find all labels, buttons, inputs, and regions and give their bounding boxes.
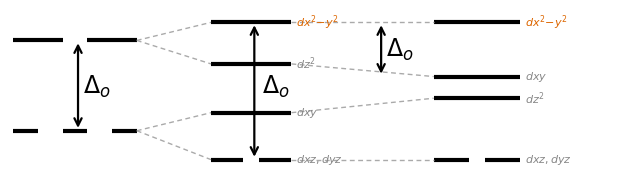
Text: $dxy$: $dxy$ (525, 70, 547, 84)
Text: $dx^2\!-\!y^2$: $dx^2\!-\!y^2$ (296, 13, 339, 32)
Text: $dxz, dyz$: $dxz, dyz$ (296, 153, 343, 167)
Text: $dx^2\!-\!y^2$: $dx^2\!-\!y^2$ (525, 13, 568, 32)
Text: $\Delta_o$: $\Delta_o$ (386, 36, 414, 63)
Text: $\Delta_o$: $\Delta_o$ (82, 74, 110, 100)
Text: $dxy$: $dxy$ (296, 106, 319, 120)
Text: $dz^2$: $dz^2$ (525, 90, 545, 106)
Text: $dxz, dyz$: $dxz, dyz$ (525, 153, 572, 167)
Text: $dz^2$: $dz^2$ (296, 56, 316, 72)
Text: $\Delta_o$: $\Delta_o$ (262, 74, 290, 100)
